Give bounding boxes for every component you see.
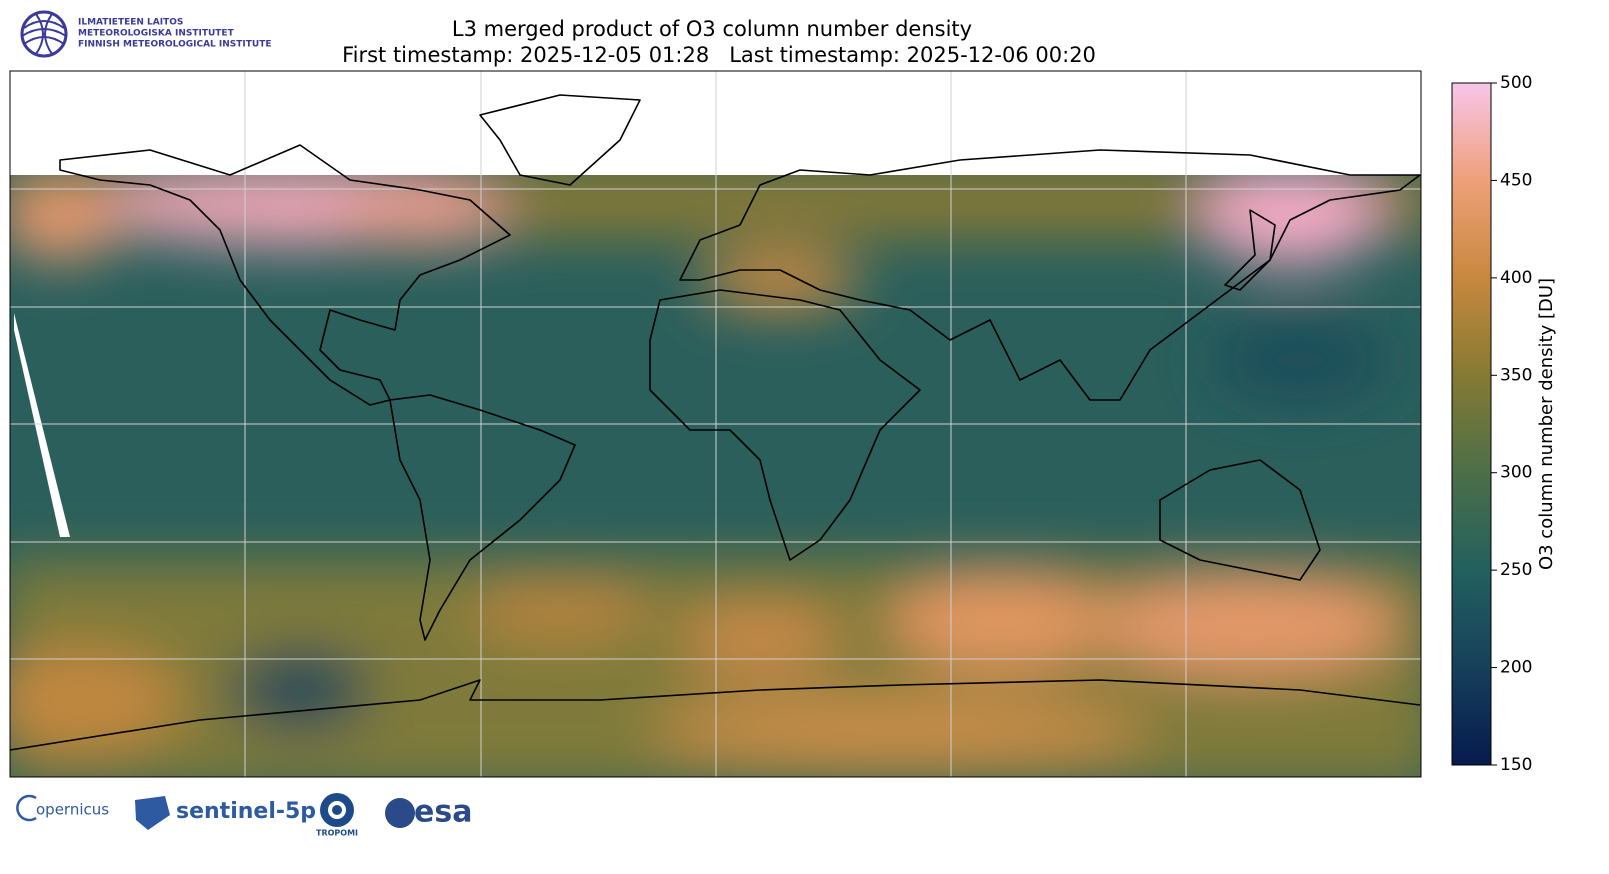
colorbar-tick-label: 350: [1500, 365, 1532, 385]
sentinel-logo: sentinel-5p: [176, 799, 316, 824]
colorbar-scale: [1451, 82, 1492, 766]
colorbar-tick-label: 400: [1500, 268, 1532, 288]
esa-logo: esa: [414, 795, 472, 830]
title: L3 merged product of O3 column number de…: [452, 17, 972, 41]
institute-line: METEOROLOGISKA INSTITUTET: [78, 29, 235, 39]
copernicus-logo: opernicus: [36, 801, 109, 819]
colorbar-tick-label: 450: [1500, 170, 1532, 190]
tropomi-logo: TROPOMI: [316, 829, 358, 838]
colorbar-tick-label: 200: [1500, 658, 1532, 678]
colorbar-label: O3 column number density [DU]: [1536, 278, 1557, 570]
colorbar-tick-label: 500: [1500, 73, 1532, 93]
coastlines: [9, 94, 1421, 751]
colorbar: O3 column number density [DU] 150 200 250 3…: [1451, 73, 1557, 775]
subtitle: First timestamp: 2025-12-05 01:28 Last t…: [342, 43, 1096, 67]
colorbar-tick-label: 300: [1500, 463, 1532, 483]
footer-logos: opernicus sentinel-5p TROPOMI esa: [16, 793, 472, 838]
colorbar-tick-label: 250: [1500, 560, 1532, 580]
institute-line: FINNISH METEOROLOGICAL INSTITUTE: [78, 40, 272, 50]
fmi-logo: ILMATIETEEN LAITOS METEOROLOGISKA INSTIT…: [20, 10, 272, 58]
map: [9, 70, 1422, 778]
institute-line: ILMATIETEEN LAITOS: [78, 18, 183, 28]
colorbar-tick-label: 150: [1500, 755, 1532, 775]
